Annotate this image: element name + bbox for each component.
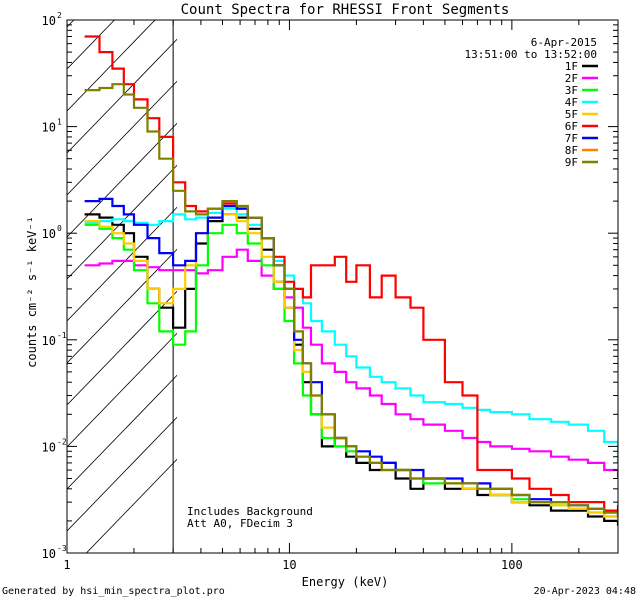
hatch-line: [85, 458, 177, 553]
hatch-line: [67, 248, 177, 364]
y-tick-exponent: -1: [57, 331, 67, 340]
annotation-attenuator: Att A0, FDecim 3: [187, 517, 293, 530]
legend-label-2f: 2F: [565, 72, 578, 85]
x-axis-label: Energy (keV): [302, 575, 389, 589]
footer-timestamp: 20-Apr-2023 04:48: [534, 586, 636, 597]
x-tick-label: 100: [501, 558, 523, 572]
legend-label-4f: 4F: [565, 96, 578, 109]
y-tick-exponent: -2: [57, 437, 67, 446]
legend-date: 6-Apr-2015: [531, 36, 597, 49]
y-tick-exponent: 0: [57, 224, 62, 233]
y-tick-label: 10: [42, 440, 56, 454]
legend-label-7f: 7F: [565, 132, 578, 145]
series-line-6f: [84, 35, 618, 512]
footer-generated-by: Generated by hsi_min_spectra_plot.pro: [2, 586, 225, 597]
hatch-line: [67, 80, 177, 196]
legend-label-6f: 6F: [565, 120, 578, 133]
y-tick-exponent: 2: [57, 11, 62, 20]
y-tick-label: 10: [42, 227, 56, 241]
legend-label-3f: 3F: [565, 84, 578, 97]
plot-frame: [66, 19, 619, 554]
hatch-line: [67, 206, 177, 322]
legend-label-1f: 1F: [565, 60, 578, 73]
energy-exclusion-hatch: [67, 20, 177, 553]
legend-time-range: 13:51:00 to 13:52:00: [465, 48, 597, 61]
legend-label-5f: 5F: [565, 108, 578, 121]
hatch-line: [67, 38, 177, 154]
hatch-line: [67, 164, 177, 280]
y-tick-label: 10: [42, 14, 56, 28]
legend-label-8f: 8F: [565, 144, 578, 157]
x-tick-label: 10: [282, 558, 296, 572]
y-tick-exponent: 1: [57, 118, 62, 127]
series-lines: [84, 35, 618, 526]
y-tick-exponent: -3: [57, 544, 67, 553]
legend-label-9f: 9F: [565, 156, 578, 169]
series-line-2f: [84, 248, 618, 479]
annotation-background: Includes Background: [187, 505, 313, 518]
hatch-line: [67, 374, 177, 490]
y-axis-label: counts cm⁻² s⁻¹ keV⁻¹: [25, 216, 39, 368]
series-line-9f: [84, 83, 618, 517]
hatch-line: [67, 290, 177, 406]
hatch-line: [67, 122, 177, 238]
hatch-line: [67, 416, 177, 532]
y-tick-label: 10: [42, 547, 56, 561]
chart-title: Count Spectra for RHESSI Front Segments: [181, 2, 510, 18]
series-line-4f: [84, 207, 618, 463]
x-tick-label: 1: [63, 558, 70, 572]
y-tick-label: 10: [42, 334, 56, 348]
axis-ticks: [66, 20, 619, 554]
y-tick-label: 10: [42, 121, 56, 135]
hatch-line: [67, 332, 177, 448]
